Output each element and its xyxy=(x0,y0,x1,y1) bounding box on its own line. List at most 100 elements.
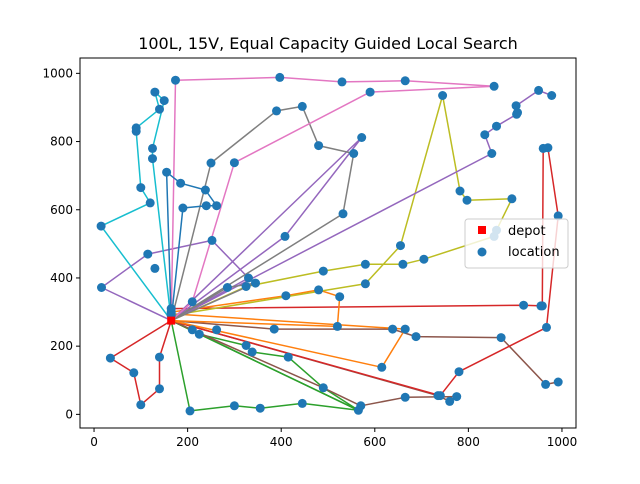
axis-ticks: 0 200 400 600 800 1000 0 200 400 600 800 1000 xyxy=(42,66,577,449)
location-point xyxy=(519,300,529,310)
route-line xyxy=(100,239,250,322)
location-point xyxy=(212,201,222,211)
plot-frame xyxy=(79,57,577,429)
location-point xyxy=(148,154,157,164)
location-point xyxy=(332,321,342,331)
location-point xyxy=(222,283,232,292)
location-point xyxy=(171,75,180,85)
location-point xyxy=(229,158,239,168)
location-point xyxy=(419,254,429,264)
route-line xyxy=(171,313,406,369)
location-point xyxy=(155,104,164,114)
route-line xyxy=(170,76,495,322)
location-point xyxy=(396,241,405,251)
location-point xyxy=(349,149,359,158)
location-point xyxy=(129,368,139,378)
location-point xyxy=(255,403,265,413)
location-point xyxy=(314,285,324,295)
location-point xyxy=(454,367,464,377)
location-point xyxy=(511,101,521,111)
location-point xyxy=(178,203,188,213)
location-point xyxy=(297,101,307,111)
route-line xyxy=(170,146,559,397)
legend: depot location xyxy=(464,218,569,269)
location-point xyxy=(201,201,211,211)
location-point xyxy=(200,185,210,195)
location-point xyxy=(206,158,216,168)
location-point xyxy=(148,143,157,153)
location-point xyxy=(251,278,260,288)
location-point xyxy=(136,400,146,410)
location-point xyxy=(131,123,141,133)
location-point xyxy=(207,235,217,245)
location-point xyxy=(318,383,328,393)
legend-depot-marker xyxy=(478,226,486,234)
y-tick-label: 600 xyxy=(50,203,73,217)
location-point xyxy=(489,81,499,91)
location-point xyxy=(360,279,370,289)
points-layer xyxy=(96,72,563,416)
x-tick-label: 400 xyxy=(270,435,293,449)
location-point xyxy=(487,149,497,158)
location-point xyxy=(547,91,557,100)
location-point xyxy=(247,347,257,357)
location-point xyxy=(162,167,172,177)
legend-location-label: location xyxy=(508,245,560,260)
location-point xyxy=(541,379,551,389)
location-point xyxy=(280,231,290,241)
y-tick-label: 1000 xyxy=(42,66,73,80)
legend-location-marker xyxy=(477,247,487,257)
location-point xyxy=(435,391,445,401)
location-point xyxy=(159,96,169,106)
location-point xyxy=(283,352,293,362)
y-tick-label: 0 xyxy=(65,407,73,421)
location-point xyxy=(398,259,408,269)
location-point xyxy=(105,353,115,363)
y-tick-label: 200 xyxy=(50,339,73,353)
x-tick-label: 1000 xyxy=(547,435,578,449)
location-point xyxy=(244,273,253,283)
location-point xyxy=(297,398,307,408)
location-point xyxy=(507,194,517,204)
chart-title: 100L, 15V, Equal Capacity Guided Local S… xyxy=(138,34,518,53)
location-point xyxy=(455,186,465,196)
location-point xyxy=(377,362,387,372)
location-point xyxy=(400,392,410,402)
location-point xyxy=(145,198,155,208)
location-point xyxy=(143,249,153,259)
location-point xyxy=(187,297,197,307)
location-point xyxy=(337,77,347,87)
location-point xyxy=(338,209,348,219)
location-point xyxy=(269,324,279,334)
x-tick-label: 600 xyxy=(363,435,386,449)
location-point xyxy=(411,332,421,342)
depot-layer xyxy=(167,316,176,325)
y-tick-label: 800 xyxy=(50,135,73,149)
legend-depot-label: depot xyxy=(508,224,546,239)
location-point xyxy=(136,183,146,193)
route-line xyxy=(170,282,257,322)
location-point xyxy=(360,259,370,269)
location-point xyxy=(96,221,106,231)
location-point xyxy=(275,72,285,82)
location-point xyxy=(513,108,522,118)
location-point xyxy=(187,325,197,335)
x-tick-label: 200 xyxy=(176,435,199,449)
location-point xyxy=(400,324,410,334)
location-point xyxy=(553,377,563,387)
location-point xyxy=(356,401,366,411)
legend-box xyxy=(464,218,569,269)
location-point xyxy=(176,178,186,188)
location-point xyxy=(365,87,375,97)
location-point xyxy=(155,352,164,362)
location-point xyxy=(150,87,160,97)
location-point xyxy=(438,91,448,100)
location-point xyxy=(357,133,367,142)
location-point xyxy=(229,401,239,411)
location-point xyxy=(445,396,455,406)
location-point xyxy=(335,292,345,302)
location-point xyxy=(241,341,251,350)
location-point xyxy=(462,195,472,205)
location-point xyxy=(150,263,160,273)
